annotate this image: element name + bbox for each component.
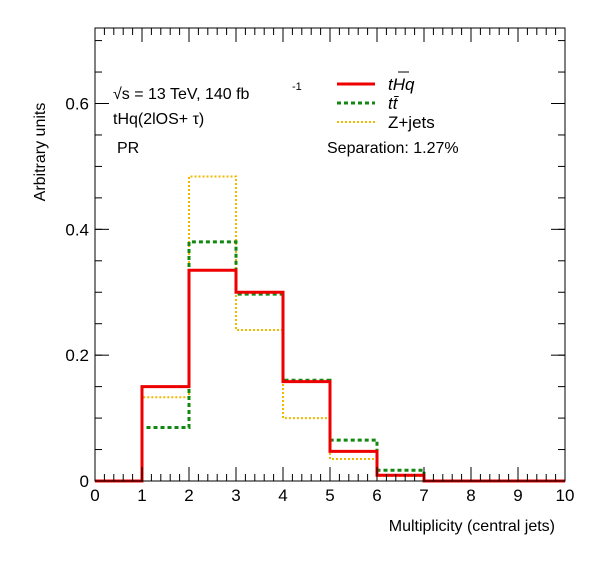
legend-label-z-jets: Z+jets — [388, 113, 435, 132]
x-tick-label: 4 — [278, 486, 287, 505]
legend-label-tt: tt̄ — [388, 94, 399, 113]
series-layer — [95, 175, 565, 483]
y-axis-title: Arbitrary units — [32, 103, 49, 202]
series-line-thq — [95, 268, 565, 483]
y-tick-label: 0.2 — [65, 346, 89, 365]
x-tick-label: 0 — [90, 486, 99, 505]
series-thq — [95, 268, 565, 483]
y-tick-label: 0.6 — [65, 95, 89, 114]
x-tick-label: 9 — [513, 486, 522, 505]
x-tick-label: 10 — [556, 486, 575, 505]
energy-label: √s = 13 TeV, 140 fb — [113, 86, 250, 103]
x-tick-label: 1 — [137, 486, 146, 505]
x-tick-label: 8 — [466, 486, 475, 505]
x-tick-label: 2 — [184, 486, 193, 505]
x-tick-label: 3 — [231, 486, 240, 505]
luminosity-exponent: -1 — [292, 81, 302, 93]
channel-label: tHq(2lOS+ τ) — [113, 111, 204, 128]
axes-layer: 0 1 2 3 4 5 6 7 8 9 10 0 0.2 0.4 0.6 — [65, 28, 574, 505]
y-tick-label: 0 — [80, 472, 89, 491]
x-tick-label: 7 — [419, 486, 428, 505]
x-tick-label: 6 — [372, 486, 381, 505]
separation-label: Separation: 1.27% — [327, 140, 459, 157]
legend-label-thq: tHq — [388, 75, 415, 94]
y-tick-label: 0.4 — [65, 220, 89, 239]
x-tick-label: 5 — [325, 486, 334, 505]
region-label: PR — [117, 140, 139, 157]
annotation-energy: √s = 13 TeV, 140 fb -1 — [113, 81, 302, 103]
x-axis-title: Multiplicity (central jets) — [389, 518, 555, 535]
